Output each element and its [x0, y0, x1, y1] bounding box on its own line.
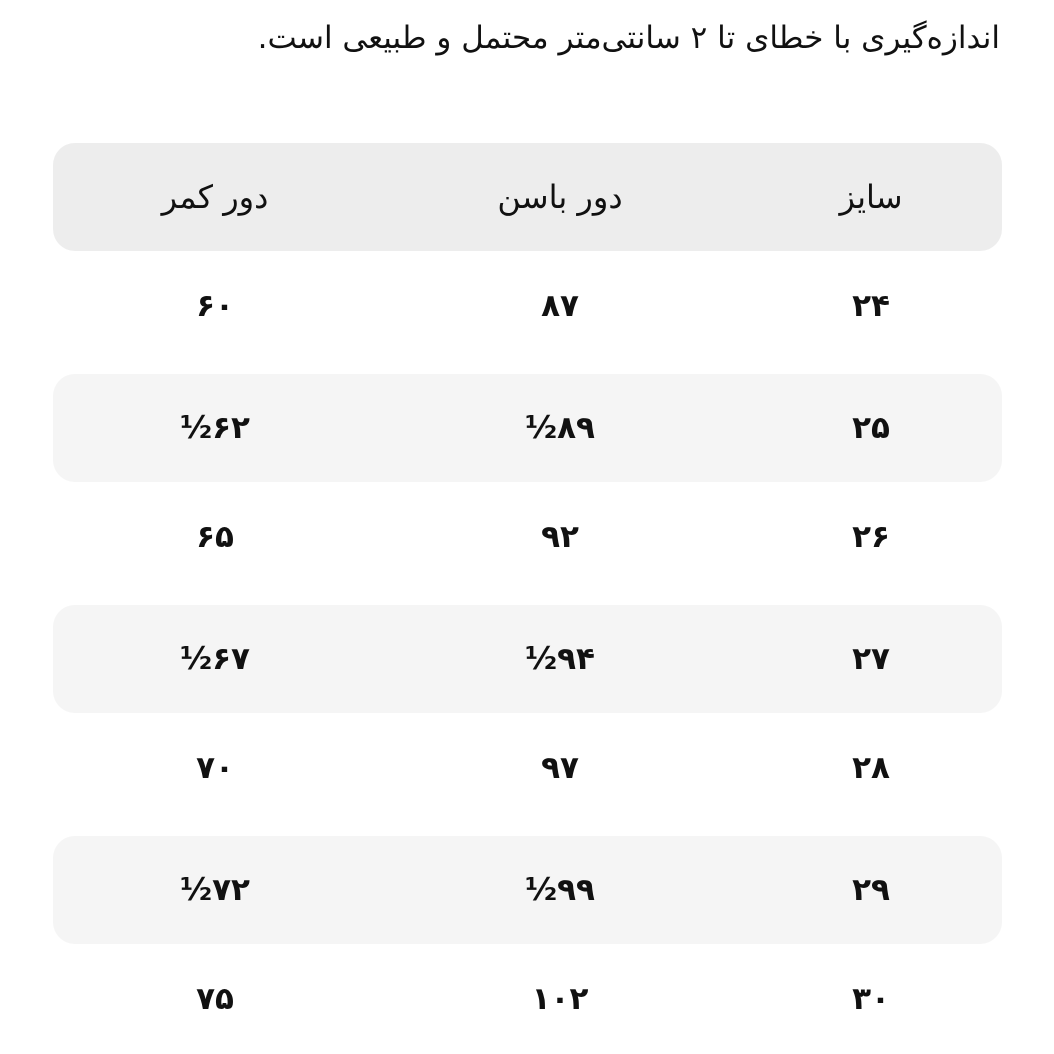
- table-row: ۲۴ ۸۷ ۶۰: [53, 252, 1002, 360]
- cell-waist: ۶۷½: [180, 641, 250, 677]
- cell-size: ۲۵: [852, 410, 890, 446]
- cell-size: ۲۷: [852, 641, 890, 677]
- table-row: ۲۶ ۹۲ ۶۵: [53, 483, 1002, 591]
- header-size: سایز: [839, 178, 903, 216]
- cell-waist: ۷۲½: [180, 872, 250, 908]
- table-row: ۲۸ ۹۷ ۷۰: [53, 714, 1002, 822]
- cell-hip: ۹۹½: [525, 872, 595, 908]
- cell-waist: ۷۵: [196, 980, 234, 1017]
- measurement-note: اندازه‌گیری با خطای تا ۲ سانتی‌متر محتمل…: [257, 20, 1000, 56]
- cell-waist: ۶۵: [196, 518, 234, 555]
- cell-size: ۳۰: [852, 980, 890, 1017]
- cell-waist: ۷۰: [196, 749, 234, 786]
- cell-size: ۲۶: [852, 518, 890, 555]
- header-hip: دور باسن: [497, 178, 623, 216]
- cell-waist: ۶۲½: [180, 410, 250, 446]
- cell-hip: ۱۰۲: [531, 980, 589, 1017]
- table-row: ۲۷ ۹۴½ ۶۷½: [53, 605, 1002, 713]
- table-header: سایز دور باسن دور کمر: [53, 143, 1002, 251]
- header-waist: دور کمر: [161, 178, 269, 216]
- table-row: ۲۵ ۸۹½ ۶۲½: [53, 374, 1002, 482]
- cell-waist: ۶۰: [196, 287, 234, 324]
- table-row: ۳۰ ۱۰۲ ۷۵: [53, 945, 1002, 1053]
- cell-size: ۲۸: [852, 749, 890, 786]
- table-row: ۲۹ ۹۹½ ۷۲½: [53, 836, 1002, 944]
- cell-size: ۲۴: [852, 287, 890, 324]
- cell-hip: ۹۴½: [525, 641, 595, 677]
- cell-hip: ۸۷: [541, 287, 579, 324]
- cell-hip: ۹۲: [541, 518, 579, 555]
- cell-size: ۲۹: [852, 872, 890, 908]
- cell-hip: ۸۹½: [525, 410, 595, 446]
- cell-hip: ۹۷: [541, 749, 579, 786]
